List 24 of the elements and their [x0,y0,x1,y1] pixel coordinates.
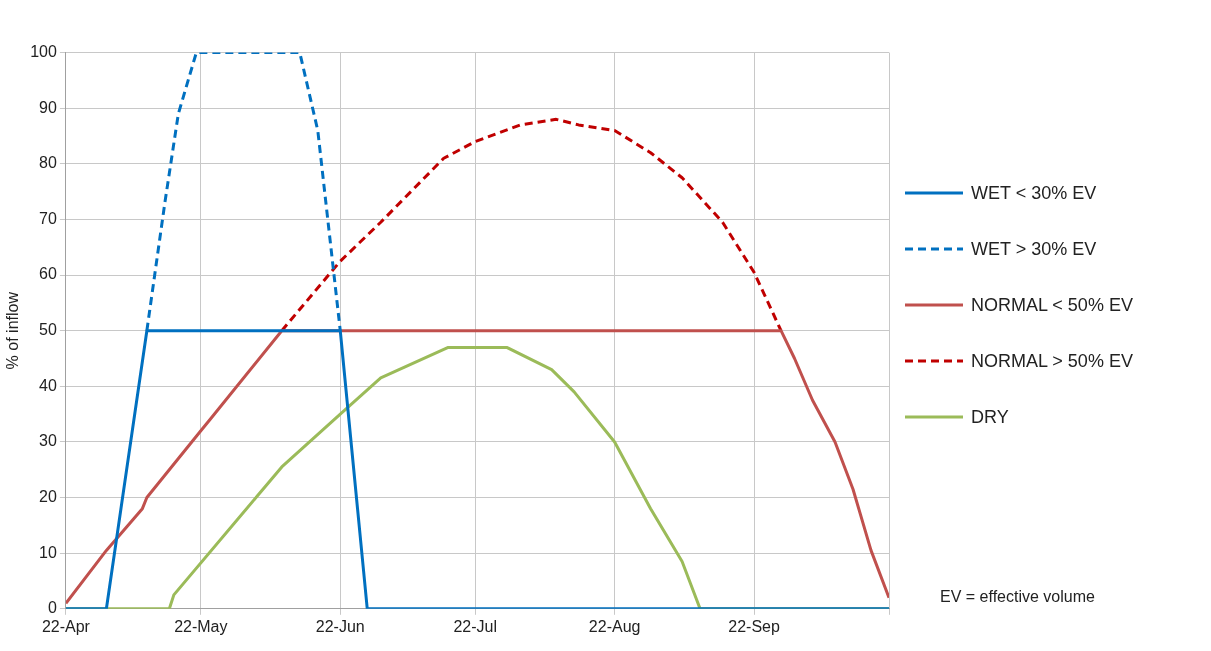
y-tick-label: 70 [39,209,57,227]
text: EV = effective volume [940,588,1095,606]
y-tick-label: 80 [39,154,57,172]
y-tick-label: 90 [39,98,57,116]
x-tick-label: 22-Sep [728,617,780,635]
y-tick-label: 40 [39,376,57,394]
legend-label: DRY [971,406,1009,428]
y-tick-label: 60 [39,265,57,283]
x-tick-label: 22-Apr [41,617,91,635]
x-tick-label: 22-Jul [453,617,497,635]
y-tick-label: 50 [39,321,57,339]
y-tick-label: 0 [47,599,57,617]
y-tick-label: 30 [39,432,57,450]
legend-label: NORMAL > 50% EV [971,350,1133,372]
y-tick-label: 20 [39,487,57,505]
y-tick-label: 10 [39,543,57,561]
x-tick-label: 22-May [174,617,228,635]
y-tick-label: 100 [30,43,57,61]
legend-label: WET > 30% EV [971,238,1097,260]
y-axis-title: % of inflow [4,291,22,370]
legend-label: WET < 30% EV [971,182,1097,204]
x-tick-label: 22-Aug [588,617,641,635]
legend-label: NORMAL < 50% EV [971,294,1133,316]
x-tick-label: 22-Jun [315,617,365,635]
